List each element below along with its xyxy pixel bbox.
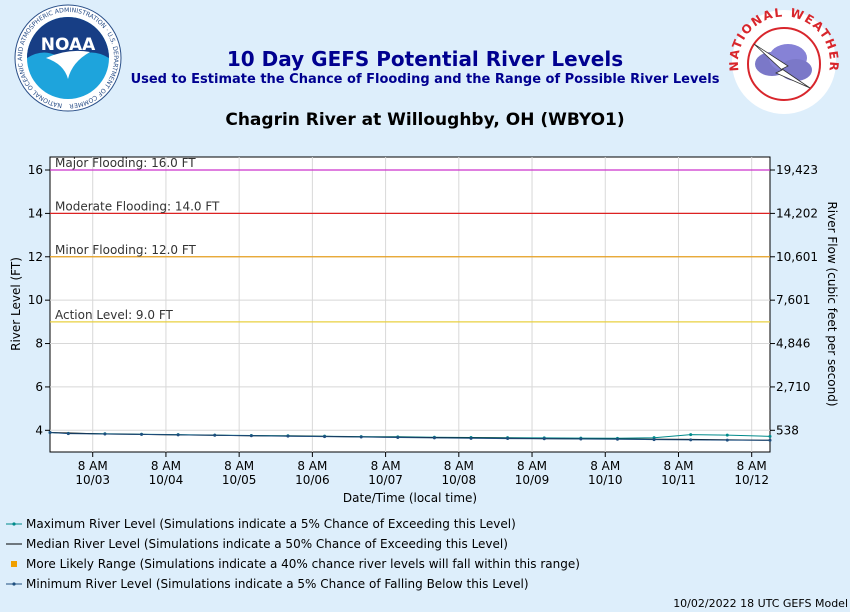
- series-point: [615, 437, 619, 441]
- y2-tick-label: 14,202: [776, 206, 818, 220]
- x-tick-time: 8 AM: [444, 459, 474, 473]
- series-point: [652, 438, 656, 442]
- x-tick-time: 8 AM: [663, 459, 693, 473]
- y2-tick-label: 4,846: [776, 337, 810, 351]
- x-tick-time: 8 AM: [371, 459, 401, 473]
- x-tick-date: 10/03: [75, 473, 110, 487]
- y2-tick-label: 538: [776, 423, 799, 437]
- y-axis-label: River Level (FT): [9, 257, 23, 351]
- noaa-logo: NATIONAL OCEANIC AND ATMOSPHERIC ADMINIS…: [10, 4, 122, 112]
- site-title: Chagrin River at Willoughby, OH (WBYO1): [225, 110, 625, 130]
- x-tick-time: 8 AM: [78, 459, 108, 473]
- series-point: [213, 433, 217, 437]
- series-point: [176, 433, 180, 437]
- y-tick-label: 16: [28, 163, 43, 177]
- x-tick-time: 8 AM: [737, 459, 767, 473]
- series-point: [140, 432, 144, 436]
- y2-tick-label: 19,423: [776, 163, 818, 177]
- series-point: [48, 430, 52, 434]
- series-point: [103, 432, 107, 436]
- legend-item-maximum: Maximum River Level (Simulations indicat…: [6, 517, 516, 531]
- series-point: [506, 437, 510, 441]
- legend-item-minimum: Minimum River Level (Simulations indicat…: [6, 577, 529, 591]
- y2-tick-label: 2,710: [776, 380, 810, 394]
- y2-axis-label: River Flow (cubic feet per second): [825, 201, 839, 406]
- x-tick-date: 10/07: [368, 473, 403, 487]
- y2-tick-label: 10,601: [776, 250, 818, 264]
- series-point: [768, 438, 772, 442]
- x-tick-date: 10/08: [442, 473, 477, 487]
- series-point: [66, 432, 70, 436]
- series-point: [359, 435, 363, 439]
- y-tick-label: 12: [28, 250, 43, 264]
- threshold-label: Action Level: 9.0 FT: [55, 308, 174, 322]
- series-point: [542, 437, 546, 441]
- legend-max-swatch: [6, 522, 22, 526]
- legend-label: More Likely Range (Simulations indicate …: [26, 557, 580, 571]
- legend-range-swatch: [11, 561, 17, 567]
- series-point: [432, 436, 436, 440]
- y-tick-label: 4: [35, 423, 43, 437]
- x-tick-time: 8 AM: [224, 459, 254, 473]
- page-subtitle: Used to Estimate the Chance of Flooding …: [130, 72, 720, 87]
- noaa-logo-text: NOAA: [41, 35, 96, 55]
- legend-item-median: Median River Level (Simulations indicate…: [6, 537, 508, 551]
- legend-label: Median River Level (Simulations indicate…: [26, 537, 508, 551]
- x-tick-time: 8 AM: [590, 459, 620, 473]
- y-tick-label: 10: [28, 293, 43, 307]
- series-point: [725, 433, 729, 437]
- legend-label: Maximum River Level (Simulations indicat…: [26, 517, 516, 531]
- x-tick-time: 8 AM: [297, 459, 327, 473]
- plot-area: [49, 156, 771, 453]
- axes: 4 6 8 10 12 14 16 538 2,710 4,846 7,601 10,601 14,20…: [28, 163, 818, 487]
- x-tick-date: 10/09: [515, 473, 550, 487]
- legend-label: Minimum River Level (Simulations indicat…: [26, 577, 529, 591]
- series: [48, 430, 772, 442]
- y2-tick-label: 7,601: [776, 293, 810, 307]
- x-tick-date: 10/12: [734, 473, 769, 487]
- model-run-note: 10/02/2022 18 UTC GEFS Model: [673, 597, 848, 610]
- y-tick-label: 14: [28, 206, 43, 220]
- series-point: [768, 434, 772, 438]
- x-tick-time: 8 AM: [151, 459, 181, 473]
- y-tick-label: 6: [35, 380, 43, 394]
- series-point: [689, 433, 693, 437]
- page-title: 10 Day GEFS Potential River Levels: [226, 47, 624, 71]
- x-tick-date: 10/11: [661, 473, 696, 487]
- series-point: [689, 438, 693, 442]
- series-point: [579, 437, 583, 441]
- x-tick-date: 10/04: [149, 473, 184, 487]
- series-point: [249, 434, 253, 438]
- y-tick-label: 8: [35, 337, 43, 351]
- nws-logo: NATIONAL WEATHER SERVICE: [726, 6, 840, 114]
- flood-thresholds: Major Flooding: 16.0 FT Moderate Flooding…: [50, 156, 770, 323]
- x-tick-date: 10/06: [295, 473, 330, 487]
- threshold-label: Moderate Flooding: 14.0 FT: [55, 199, 220, 213]
- threshold-label: Minor Flooding: 12.0 FT: [55, 243, 197, 257]
- x-axis-label: Date/Time (local time): [343, 491, 477, 505]
- series-point: [396, 435, 400, 439]
- series-point: [725, 438, 729, 442]
- legend-min-swatch: [6, 582, 22, 586]
- legend-item-range: More Likely Range (Simulations indicate …: [6, 557, 580, 571]
- series-point: [323, 435, 327, 439]
- series-point: [469, 436, 473, 440]
- x-tick-time: 8 AM: [517, 459, 547, 473]
- x-tick-date: 10/05: [222, 473, 257, 487]
- x-tick-date: 10/10: [588, 473, 623, 487]
- river-level-chart: Major Flooding: 16.0 FT Moderate Flooding…: [9, 156, 839, 505]
- series-point: [286, 434, 290, 438]
- threshold-label: Major Flooding: 16.0 FT: [55, 156, 196, 170]
- legend-median-swatch: [6, 543, 22, 545]
